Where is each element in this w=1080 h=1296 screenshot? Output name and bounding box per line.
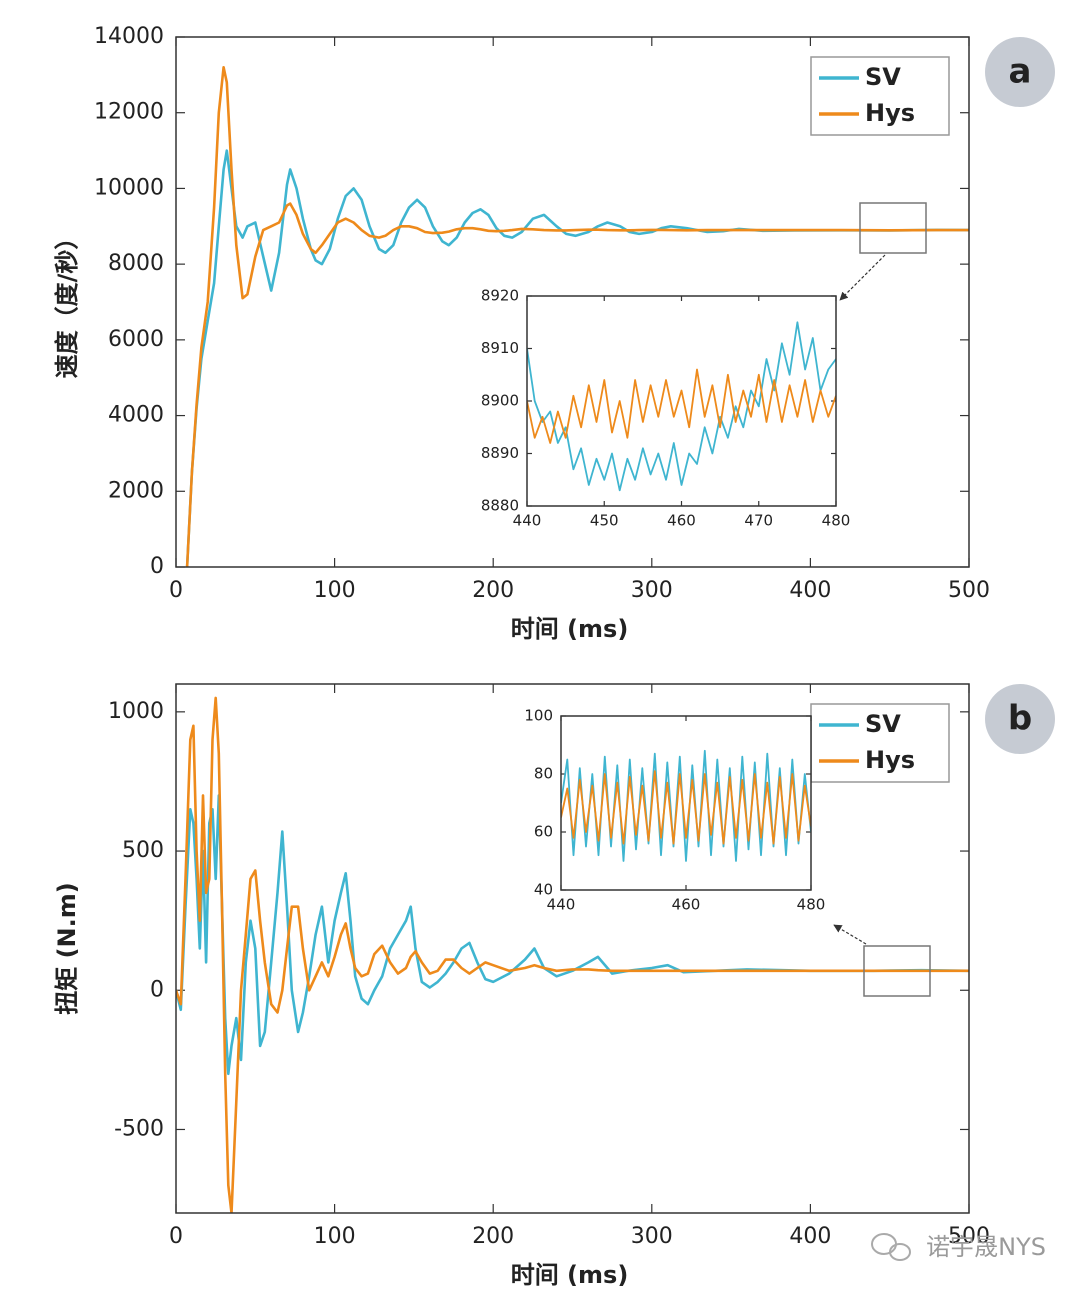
y-tick-label: 0	[150, 554, 164, 579]
x-tick-label: 440	[513, 512, 542, 530]
plot-frame	[526, 295, 837, 507]
x-tick-label: 480	[797, 896, 826, 914]
y-tick-label: -500	[114, 1116, 164, 1141]
plot-frame	[175, 683, 970, 1214]
x-tick-label: 0	[169, 1224, 183, 1249]
legend-label: SV	[865, 710, 901, 738]
y-axis-label: 扭矩 (N.m)	[53, 882, 81, 1015]
legend-box	[810, 56, 950, 136]
y-tick-label: 8920	[481, 287, 519, 305]
panel-label: a	[1009, 52, 1032, 92]
plot-area	[561, 716, 811, 890]
x-tick-label: 300	[631, 578, 673, 603]
y-tick-label: 10000	[94, 175, 164, 200]
zoom-box	[859, 202, 927, 254]
y-tick-label: 60	[534, 823, 553, 841]
line-series	[176, 696, 969, 1213]
x-axis-label: 时间 (ms)	[511, 615, 629, 643]
x-tick-label: 100	[314, 1224, 356, 1249]
y-tick-label: 8900	[481, 392, 519, 410]
y-tick-label: 4000	[108, 403, 164, 428]
x-tick-label: 200	[472, 578, 514, 603]
x-tick-label: 400	[789, 578, 831, 603]
line-series	[185, 66, 969, 567]
legend-box	[810, 703, 950, 783]
y-tick-label: 0	[150, 977, 164, 1002]
y-tick-label: 8910	[481, 339, 519, 357]
x-axis-label: 时间 (ms)	[511, 1261, 629, 1289]
y-tick-label: 80	[534, 765, 553, 783]
legend-label: SV	[865, 63, 901, 91]
zoom-box	[863, 945, 931, 997]
x-tick-label: 480	[822, 512, 851, 530]
inset-chart: 440 450 460 470 480 8880 8890 8900 8910 8920	[481, 287, 851, 530]
x-tick-label: 460	[667, 512, 696, 530]
y-tick-label: 2000	[108, 478, 164, 503]
line-series	[527, 321, 836, 492]
legend: SV Hys	[810, 56, 950, 136]
y-tick-label: 6000	[108, 327, 164, 352]
y-tick-label: 8880	[481, 497, 519, 515]
panel-label: b	[1008, 699, 1032, 739]
y-tick-label: 8000	[108, 251, 164, 276]
watermark: 诺宇晟NYS	[926, 1233, 1046, 1261]
line-series	[561, 770, 811, 845]
x-tick-label: 500	[948, 578, 990, 603]
inset-chart: 440 460 480 40 60 80 100	[524, 707, 825, 914]
zoom-arrow	[839, 254, 886, 301]
x-tick-label: 400	[789, 1224, 831, 1249]
chart: 0 100 200 300 400 500 -500 0 500 1000 时间 (ms) 扭矩 (N…	[53, 683, 1055, 1289]
x-tick-label: 0	[169, 578, 183, 603]
line-series	[185, 149, 969, 567]
line-series	[527, 368, 836, 444]
y-tick-label: 1000	[108, 699, 164, 724]
y-tick-label: 100	[524, 707, 553, 725]
legend-label: Hys	[865, 746, 915, 774]
y-tick-label: 40	[534, 881, 553, 899]
panel-badge	[985, 684, 1055, 754]
legend-label: Hys	[865, 99, 915, 127]
plot-area	[527, 296, 836, 506]
x-tick-label: 450	[590, 512, 619, 530]
x-tick-label: 440	[547, 896, 576, 914]
plot-frame	[560, 715, 812, 891]
x-tick-label: 300	[631, 1224, 673, 1249]
panel-badge	[985, 37, 1055, 107]
y-tick-label: 500	[122, 838, 164, 863]
x-tick-label: 460	[672, 896, 701, 914]
legend: SV Hys	[810, 703, 950, 783]
y-tick-label: 12000	[94, 100, 164, 125]
plot-frame	[175, 36, 970, 568]
x-tick-label: 500	[948, 1224, 990, 1249]
charts: 0 100 200 300 400 500020004000600080001000012…	[53, 24, 1055, 1289]
y-tick-label: 8890	[481, 444, 519, 462]
x-tick-label: 100	[314, 578, 356, 603]
x-tick-label: 200	[472, 1224, 514, 1249]
watermark-icon	[871, 1233, 911, 1261]
y-axis-label: 速度（度/秒）	[53, 226, 81, 379]
y-tick-label: 14000	[94, 24, 164, 49]
x-tick-label: 470	[744, 512, 773, 530]
zoom-arrow	[833, 924, 867, 945]
